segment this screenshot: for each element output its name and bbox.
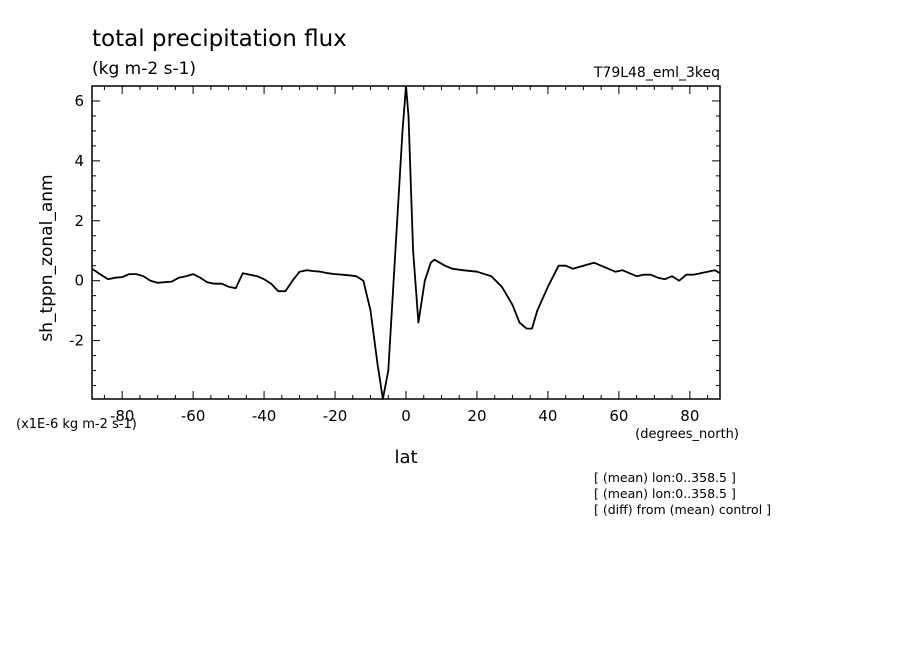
y-tick-label: -2	[69, 332, 84, 350]
y-scale-note: (x1E-6 kg m-2 s-1)	[16, 417, 137, 432]
x-tick-label: 60	[609, 407, 628, 425]
plot-frame	[91, 85, 721, 400]
x-tick-label: -60	[181, 407, 206, 425]
y-tick-label: 2	[74, 212, 84, 230]
y-axis-label: sh_tppn_zonal_anm	[37, 174, 57, 341]
annotation-line: [ (diff) from (mean) control ]	[594, 502, 771, 517]
x-tick-label: 0	[401, 407, 411, 425]
x-tick-label: -20	[323, 407, 348, 425]
x-tick-label: 40	[538, 407, 557, 425]
chart-subtitle: (kg m-2 s-1)	[92, 59, 196, 79]
annotation-line: [ (mean) lon:0..358.5 ]	[594, 486, 736, 501]
x-tick-label: 20	[467, 407, 486, 425]
y-tick-label: 0	[74, 272, 84, 290]
annotation-line: [ (mean) lon:0..358.5 ]	[594, 470, 736, 485]
experiment-label: T79L48_eml_3keq	[593, 65, 720, 81]
x-tick-label: -80	[110, 407, 135, 425]
x-tick-label: 80	[680, 407, 699, 425]
y-tick-label: 4	[74, 152, 84, 170]
series-line	[91, 85, 721, 400]
x-axis-label: lat	[394, 447, 417, 468]
x-tick-label: -40	[252, 407, 277, 425]
y-tick-label: 6	[74, 92, 84, 110]
x-units-label: (degrees_north)	[635, 427, 739, 442]
chart-title: total precipitation flux	[92, 26, 347, 52]
